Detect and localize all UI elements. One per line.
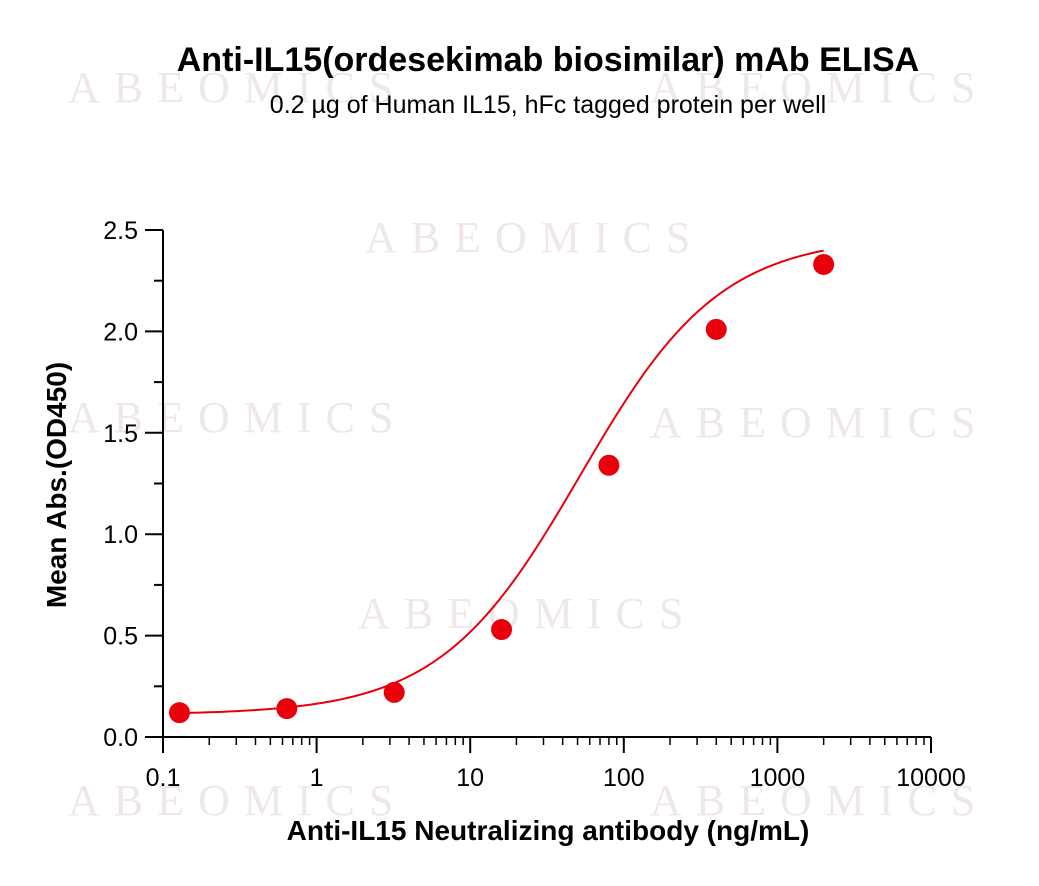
y-axis-label: Mean Abs.(OD450): [41, 362, 72, 608]
x-tick-label: 10000: [896, 764, 966, 792]
data-point: [276, 698, 298, 720]
y-tick-label: 2.5: [103, 217, 138, 245]
x-tick-label: 100: [603, 764, 645, 792]
x-tick-label: 1: [310, 764, 324, 792]
chart-title: Anti-IL15(ordesekimab biosimilar) mAb EL…: [177, 41, 919, 79]
y-tick-label: 0.5: [103, 623, 138, 651]
y-tick-label: 2.0: [103, 318, 138, 346]
y-tick-label: 1.0: [103, 521, 138, 549]
x-tick-label: 0.1: [146, 764, 181, 792]
x-tick-label: 10: [456, 764, 484, 792]
watermark-text: ABEOMICS: [650, 776, 989, 825]
data-point: [168, 702, 190, 724]
data-point: [813, 253, 835, 275]
watermark-text: ABEOMICS: [68, 776, 407, 825]
data-points-layer: [168, 253, 835, 724]
x-tick-label: 1000: [750, 764, 806, 792]
data-point: [491, 619, 513, 641]
data-point: [705, 318, 727, 340]
watermark-text: ABEOMICS: [68, 63, 407, 112]
watermark-text: ABEOMICS: [650, 63, 989, 112]
watermark-text: ABEOMICS: [358, 589, 697, 638]
data-point: [383, 681, 405, 703]
data-point: [598, 454, 620, 476]
x-axis-label: Anti-IL15 Neutralizing antibody (ng/mL): [287, 815, 810, 846]
y-tick-label: 1.5: [103, 420, 138, 448]
watermark-text: ABEOMICS: [68, 393, 407, 442]
watermark-layer: ABEOMICS ABEOMICS ABEOMICS ABEOMICS ABEO…: [68, 63, 989, 825]
fit-curve-layer: [179, 249, 824, 715]
watermark-text: ABEOMICS: [365, 213, 704, 262]
y-tick-label: 0.0: [103, 724, 138, 752]
fit-curve-line: [179, 249, 824, 715]
watermark-text: ABEOMICS: [650, 398, 989, 447]
chart-subtitle: 0.2 µg of Human IL15, hFc tagged protein…: [270, 91, 826, 119]
axes: 0.0 0.5 1.0 1.5 2.0 2.5 0.1 1 10 100 1000 10000: [103, 217, 966, 792]
